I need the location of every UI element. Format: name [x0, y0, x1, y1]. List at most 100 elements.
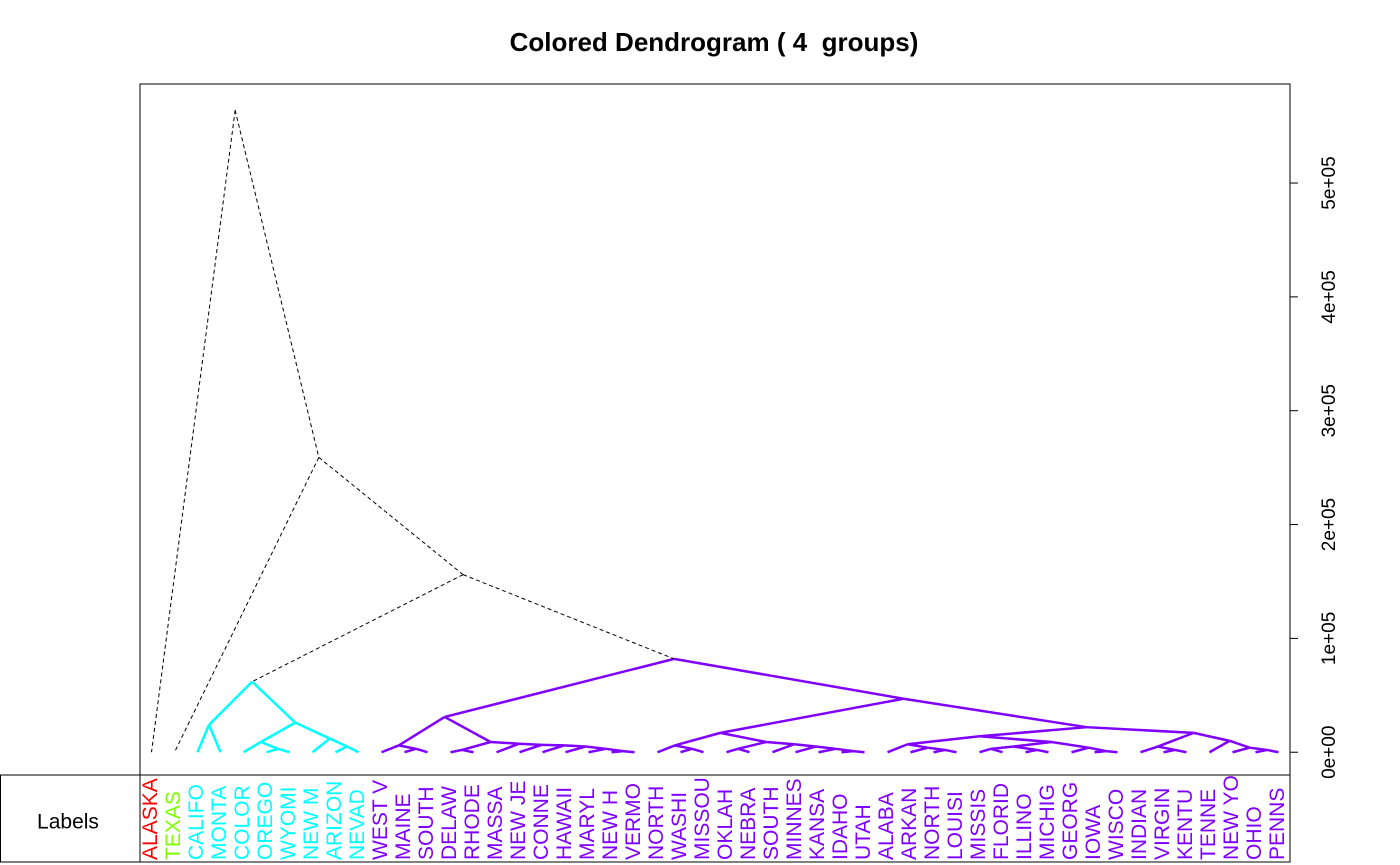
branch — [979, 735, 1052, 744]
branch — [1051, 740, 1089, 749]
branch — [720, 731, 767, 744]
branch — [490, 740, 520, 745]
leaf-label: GEORG — [1059, 782, 1082, 860]
branch — [1086, 725, 1194, 735]
branch — [795, 745, 816, 754]
leaf-label: TENNE — [1197, 789, 1220, 860]
branch — [260, 721, 296, 744]
leaf-label: MASSA — [484, 786, 507, 860]
branch — [277, 747, 290, 754]
leaf-label: ALABA — [875, 792, 898, 860]
branch — [907, 735, 980, 746]
leaf-label: HAWAII — [553, 787, 576, 860]
leaf-label: INDIAN — [1128, 789, 1151, 860]
leaf-label: WEST V — [369, 780, 392, 860]
branch — [887, 743, 909, 754]
branch — [234, 110, 320, 458]
chart-title: Colored Dendrogram ( 4 groups) — [510, 27, 919, 57]
branch — [674, 731, 721, 747]
leaf-label: MICHIG — [1036, 784, 1059, 860]
branch — [691, 747, 704, 754]
branch — [927, 746, 946, 752]
branch — [903, 697, 1087, 729]
leaf-label: COLOR — [231, 785, 254, 860]
leaf-label: ALASKA — [139, 778, 162, 860]
leaf-label: WYOMI — [277, 787, 300, 861]
leaf-label: NEW H — [599, 790, 622, 860]
leaf-label: MISSOU — [691, 777, 714, 860]
branch — [605, 747, 624, 753]
branch — [990, 745, 1015, 751]
branch — [674, 744, 693, 751]
branch — [563, 744, 586, 748]
leaf-label: FLORID — [990, 783, 1013, 860]
branch — [585, 745, 606, 751]
branch — [151, 110, 236, 753]
branch — [944, 748, 957, 754]
y-tick-label: 0e+00 — [1319, 726, 1340, 779]
leaf-label: ILLINO — [1013, 793, 1036, 860]
leaf-label: KANSA — [806, 789, 829, 860]
leaf-labels: ALASKA TEXAS CALIFO MONTA COLOR OREGO WYOMI NEW… — [139, 775, 1289, 861]
leaf-label: MISSIS — [967, 789, 990, 860]
y-tick-label: 4e+05 — [1319, 270, 1340, 323]
branch — [381, 744, 400, 754]
branch — [1249, 746, 1268, 752]
branch — [450, 748, 463, 754]
label-panel — [0, 774, 1291, 863]
leaf-label: KENTU — [1174, 789, 1197, 860]
branch — [444, 657, 675, 719]
branch — [251, 680, 297, 724]
leaf-label: OKLAH — [714, 789, 737, 860]
branch — [519, 743, 543, 754]
branch — [242, 740, 262, 754]
leaf-label: MONTA — [208, 786, 231, 860]
branch — [815, 745, 836, 751]
y-tick-label: 2e+05 — [1319, 498, 1340, 551]
leaf-label: PENNS — [1266, 788, 1289, 860]
leaf-label: MAINE — [392, 793, 415, 860]
leaf-label: ARKAN — [898, 788, 921, 860]
leaf-label: CALIFO — [185, 784, 208, 860]
leaf-label: MINNES — [783, 778, 806, 860]
branch — [793, 743, 816, 748]
branch — [461, 740, 491, 752]
branch — [835, 747, 854, 753]
leaf-label: CONNE — [530, 784, 553, 860]
branch — [1232, 746, 1251, 754]
branch — [444, 715, 492, 744]
leaf-label: SOUTH — [760, 787, 783, 861]
branch — [398, 715, 446, 747]
leaf-label: IOWA — [1082, 805, 1105, 860]
leaf-label: VERMO — [622, 783, 645, 860]
branch — [1157, 745, 1176, 752]
branch — [318, 457, 464, 576]
branch — [334, 745, 348, 754]
branch — [1174, 748, 1187, 754]
leaf-label: VIRGIN — [1151, 788, 1174, 860]
leaf-label: NEW M — [300, 788, 323, 860]
branch — [1105, 749, 1118, 754]
y-tick-label: 1e+05 — [1319, 612, 1340, 665]
branch — [260, 740, 279, 750]
branch — [979, 747, 992, 754]
plot-frame — [139, 83, 1291, 776]
branch — [720, 697, 904, 735]
leaf-label: WISCO — [1105, 789, 1128, 860]
branch — [415, 747, 428, 754]
leaf-label: NEW JE — [507, 781, 530, 860]
branch — [1193, 731, 1230, 743]
branch — [673, 657, 904, 700]
branch — [346, 745, 360, 754]
leaf-label: NORTH — [645, 786, 668, 860]
leaf-label: IDAHO — [829, 793, 852, 860]
branch — [251, 574, 464, 683]
branch — [772, 743, 795, 754]
leaf-label: NEW YO — [1220, 775, 1243, 860]
branch — [208, 680, 254, 726]
branch — [311, 737, 331, 754]
leaf-label: NEVAD — [346, 789, 369, 860]
branch — [294, 721, 331, 740]
leaf-label: SOUTH — [415, 787, 438, 861]
